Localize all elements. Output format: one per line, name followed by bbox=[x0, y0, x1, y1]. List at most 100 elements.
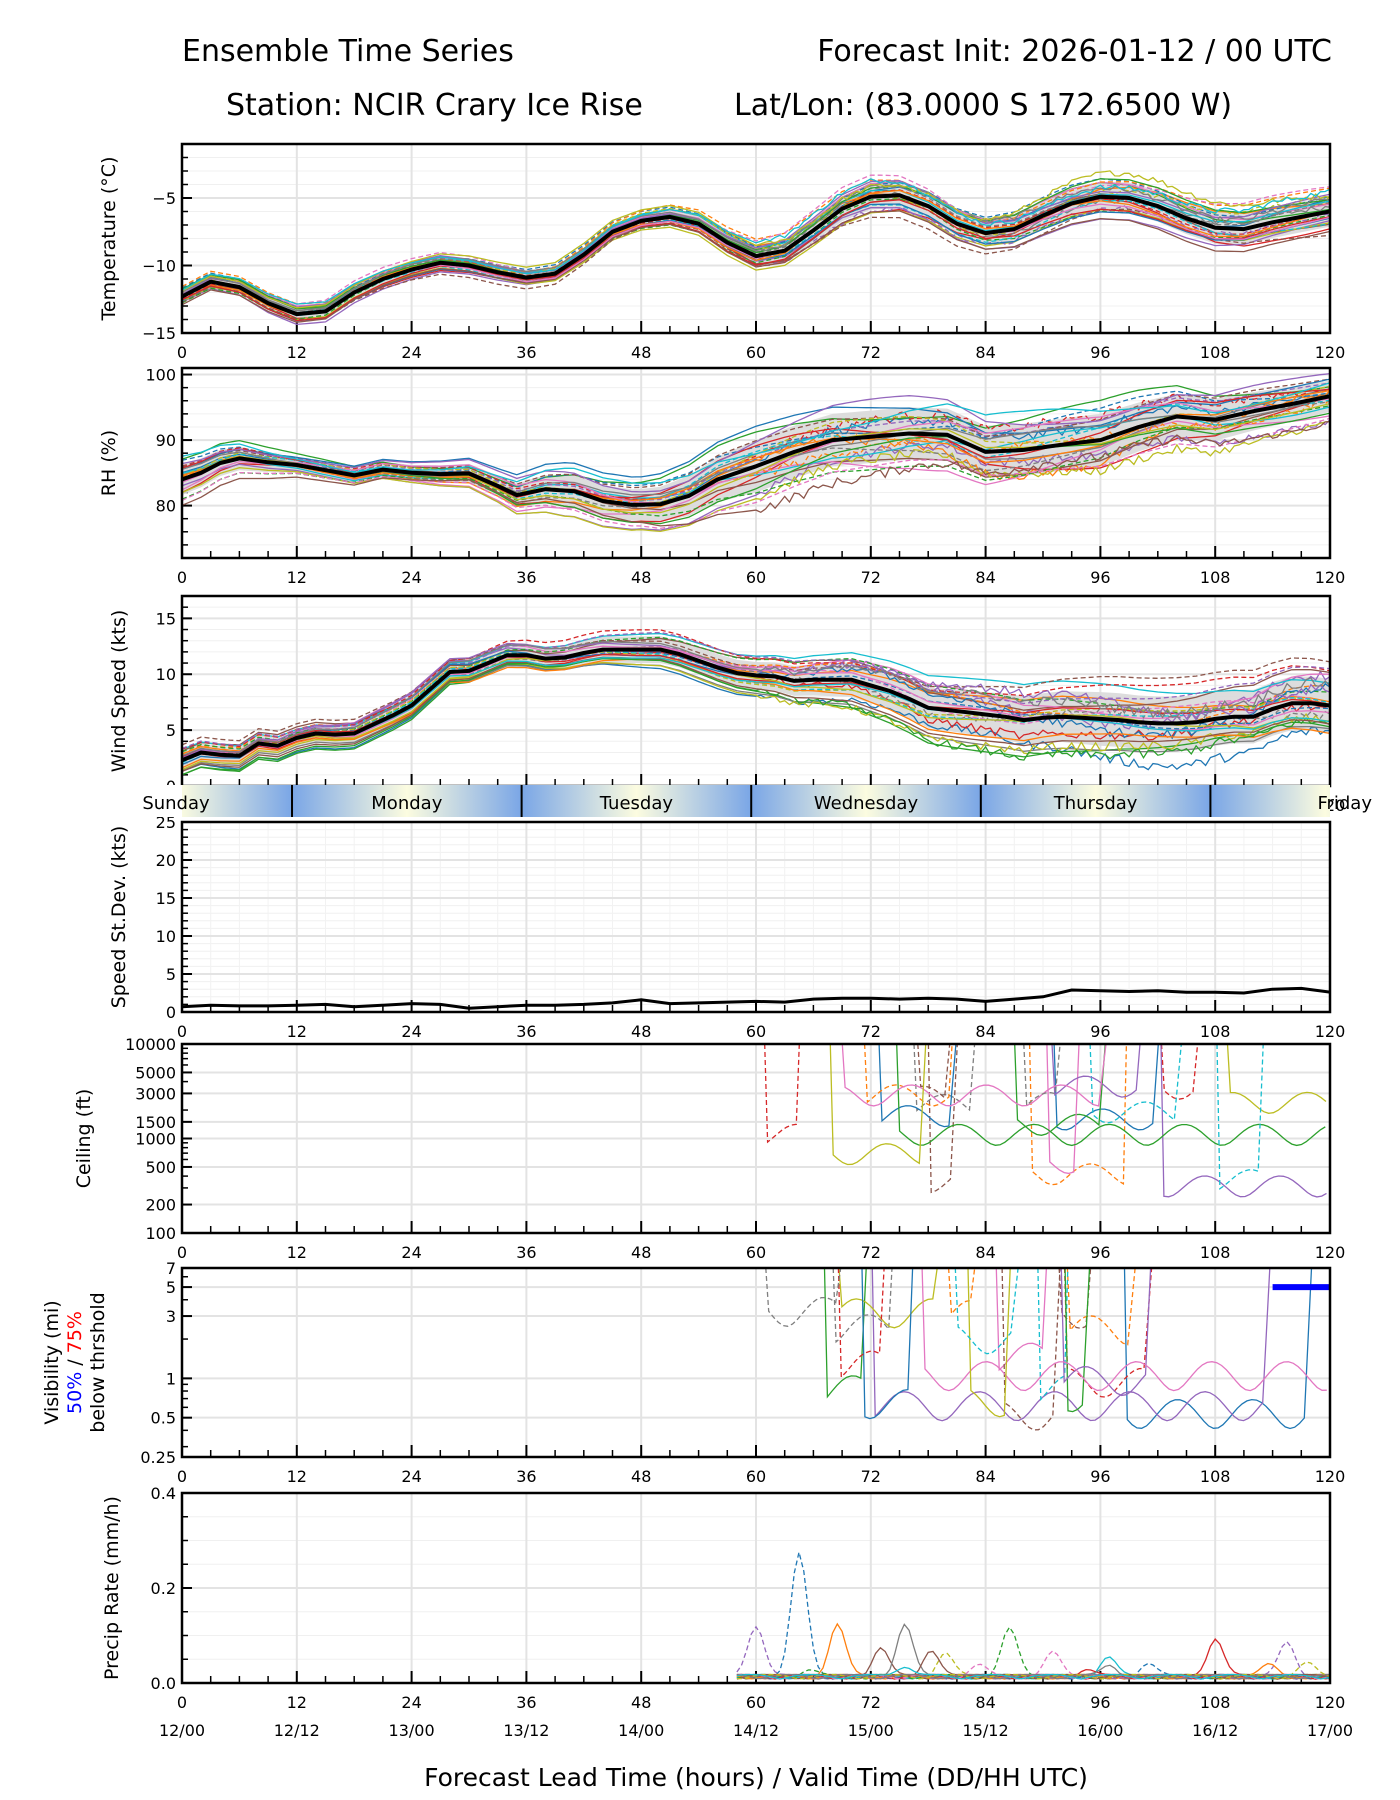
plot-frame bbox=[180, 1491, 1332, 1685]
x-tick-label: 60 bbox=[746, 1243, 766, 1262]
x-tick-label: 48 bbox=[631, 568, 651, 587]
x-tick-label: 24 bbox=[401, 1693, 421, 1712]
ensemble-member-line bbox=[182, 382, 1330, 485]
y-tick-label: 0.4 bbox=[151, 1484, 176, 1503]
ensemble-mean-line bbox=[182, 193, 1330, 317]
x-tick-label: 60 bbox=[746, 343, 766, 362]
day-label-thursday: Thursday bbox=[1053, 793, 1138, 814]
x-tick-label: 0 bbox=[177, 1467, 187, 1486]
lat-lon: Lat/Lon: (83.0000 S 172.6500 W) bbox=[734, 88, 1233, 123]
ensemble-member-line bbox=[182, 639, 1330, 746]
ensemble-member-line bbox=[1001, 1268, 1061, 1431]
x-tick-label: 108 bbox=[1200, 568, 1231, 587]
ensemble-member-line bbox=[736, 1625, 1330, 1680]
plot-frame bbox=[180, 366, 1332, 560]
x-tick-label: 12 bbox=[287, 1022, 307, 1041]
x-tick-label: 108 bbox=[1200, 1693, 1231, 1712]
x-tick-label: 72 bbox=[861, 343, 881, 362]
x-tick-label: 84 bbox=[975, 343, 995, 362]
y-tick-label: 3 bbox=[166, 1307, 176, 1326]
ensemble-member-line bbox=[736, 1622, 1330, 1680]
y-axis-label: Precip Rate (mm/h) bbox=[101, 1496, 123, 1680]
x-tick-label: 0 bbox=[177, 1243, 187, 1262]
valid-time-label: 17/00 bbox=[1307, 1721, 1353, 1740]
ensemble-member-line bbox=[1064, 1268, 1091, 1413]
ensemble-member-line bbox=[1216, 1044, 1264, 1190]
x-tick-label: 60 bbox=[746, 1467, 766, 1486]
y-tick-label: 90 bbox=[156, 431, 176, 450]
ensemble-member-line bbox=[182, 640, 1330, 757]
series-group bbox=[182, 986, 1330, 1010]
x-tick-label: 120 bbox=[1315, 1243, 1346, 1262]
day-label-wednesday: Wednesday bbox=[814, 793, 919, 814]
y-tick-label: 20 bbox=[156, 851, 176, 870]
ensemble-member-line bbox=[182, 417, 1330, 530]
y-tick-label: −5 bbox=[152, 189, 176, 208]
ensemble-member-line bbox=[1046, 1044, 1080, 1175]
ensemble-member-line bbox=[829, 1044, 927, 1166]
ensemble-mean-line bbox=[182, 647, 1330, 763]
ensemble-member-line bbox=[954, 1268, 1019, 1355]
x-tick-label: 96 bbox=[1090, 1022, 1110, 1041]
ensemble-member-line bbox=[182, 385, 1330, 505]
x-tick-label: 48 bbox=[631, 1467, 651, 1486]
ensemble-mean-line bbox=[182, 394, 1330, 507]
y-tick-label: −15 bbox=[142, 324, 176, 343]
panel-precip: 0.0 0.2 0.4 0 12/00 12 12/12 24 13/00 36 13/12 48 14… bbox=[101, 1484, 1353, 1740]
x-tick-label: 120 bbox=[1315, 1022, 1346, 1041]
x-tick-label: 72 bbox=[861, 1467, 881, 1486]
x-tick-label: 36 bbox=[516, 1022, 536, 1041]
x-tick-label: 96 bbox=[1090, 1693, 1110, 1712]
y-tick-label: 10 bbox=[156, 927, 176, 946]
ensemble-member-line bbox=[896, 1044, 1326, 1147]
ensemble-member-line bbox=[182, 207, 1330, 326]
day-band-friday bbox=[1210, 785, 1330, 817]
ensemble-member-line bbox=[832, 1268, 893, 1344]
ensemble-member-line bbox=[182, 199, 1330, 322]
day-band-tuesday bbox=[521, 785, 752, 817]
valid-time-label: 13/00 bbox=[389, 1721, 435, 1740]
x-tick-label: 24 bbox=[401, 1243, 421, 1262]
ensemble-member-line bbox=[823, 1268, 867, 1399]
ensemble-member-line bbox=[838, 1268, 938, 1329]
ensemble-member-line bbox=[921, 1268, 1327, 1392]
x-tick-label: 120 bbox=[1315, 1467, 1346, 1486]
y-tick-label: 5 bbox=[166, 1278, 176, 1297]
x-tick-label: 60 bbox=[746, 1022, 766, 1041]
ensemble-member-line bbox=[182, 420, 1330, 527]
y-tick-label: 100 bbox=[145, 366, 176, 385]
ensemble-member-line bbox=[182, 178, 1330, 308]
valid-time-label: 13/12 bbox=[503, 1721, 549, 1740]
y-axis-label: Ceiling (ft) bbox=[73, 1089, 95, 1189]
y-tick-label: 100 bbox=[145, 1224, 176, 1243]
x-tick-label: 96 bbox=[1090, 1467, 1110, 1486]
plot-frame bbox=[180, 142, 1332, 335]
y-tick-label: 25 bbox=[156, 813, 176, 832]
threshold-separator: / bbox=[64, 1353, 86, 1371]
x-tick-label: 12 bbox=[287, 568, 307, 587]
x-tick-label: 108 bbox=[1200, 343, 1231, 362]
series-group bbox=[182, 629, 1330, 776]
y-tick-label: 0 bbox=[166, 1003, 176, 1022]
ensemble-member-line bbox=[947, 1268, 976, 1316]
y-tick-label: 5 bbox=[166, 965, 176, 984]
ensemble-member-line bbox=[182, 378, 1330, 478]
ensemble-member-line bbox=[1089, 1044, 1182, 1124]
panel-rh: 80 90 100 0 12 24 36 48 60 72 84 96 108 120 RH (%) bbox=[98, 366, 1345, 587]
x-tick-label: 0 bbox=[177, 1693, 187, 1712]
ensemble-member-line bbox=[1066, 1268, 1136, 1346]
day-label-tuesday: Tuesday bbox=[599, 793, 674, 814]
x-tick-label: 48 bbox=[631, 1022, 651, 1041]
x-tick-label: 108 bbox=[1200, 1243, 1231, 1262]
y-tick-label: 1000 bbox=[135, 1130, 176, 1149]
valid-time-label: 14/12 bbox=[733, 1721, 779, 1740]
ensemble-member-line bbox=[1160, 1044, 1327, 1198]
y-tick-label: 7 bbox=[166, 1259, 176, 1278]
ensemble-member-line bbox=[182, 657, 1330, 776]
ensemble-member-line bbox=[1160, 1044, 1199, 1100]
threshold-75-label: 75% bbox=[64, 1311, 86, 1353]
y-tick-label: 0.2 bbox=[151, 1579, 176, 1598]
ensemble-member-line bbox=[182, 405, 1330, 517]
day-label-friday: Friday bbox=[1317, 793, 1372, 814]
